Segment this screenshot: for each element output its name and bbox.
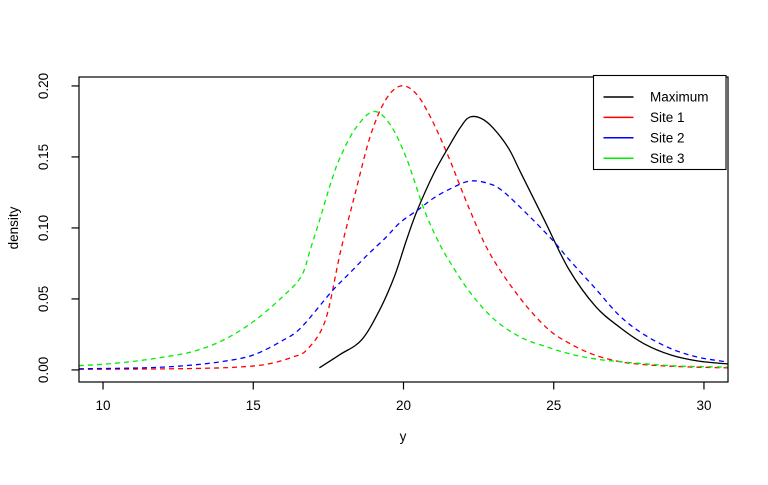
y-axis-tick-label: 0.10 [36,215,51,241]
legend: Maximum Site 1 Site 2 Site 3 [592,74,727,171]
x-axis-label: y [400,429,407,444]
y-axis-tick-label: 0.15 [36,144,51,170]
curve-site-3 [78,110,729,368]
x-axis: 10 15 20 25 30 [96,382,711,413]
legend-label: Maximum [650,90,709,105]
x-axis-tick-label: 30 [696,398,711,413]
y-axis-tick-label: 0.05 [36,286,51,312]
curve-maximum [319,115,729,369]
x-axis-tick-label: 10 [96,398,111,413]
x-axis-tick-label: 25 [546,398,561,413]
legend-label: Site 3 [650,151,685,166]
curve-site-1 [78,85,729,370]
curves-group [78,85,729,370]
y-axis: 0.00 0.05 0.10 0.15 0.20 [36,73,79,383]
legend-label: Site 2 [650,131,685,146]
y-axis-tick-label: 0.00 [36,357,51,383]
legend-box [592,74,727,171]
legend-label: Site 1 [650,110,685,125]
y-axis-label: density [6,206,21,249]
x-axis-tick-label: 20 [396,398,411,413]
curve-site-2 [78,180,729,370]
y-axis-tick-label: 0.20 [36,73,51,99]
x-axis-tick-label: 15 [246,398,261,413]
